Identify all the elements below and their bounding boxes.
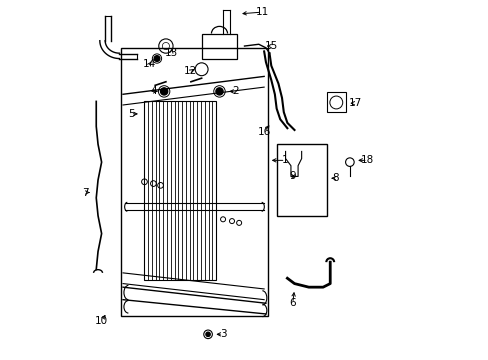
Bar xyxy=(201,33,237,59)
Text: 11: 11 xyxy=(255,7,268,17)
Text: 3: 3 xyxy=(219,329,226,339)
Bar xyxy=(144,102,216,280)
Text: 6: 6 xyxy=(289,298,295,308)
Bar xyxy=(326,93,346,112)
Bar xyxy=(121,48,267,316)
Circle shape xyxy=(154,56,160,62)
Text: 12: 12 xyxy=(184,66,197,76)
Text: 13: 13 xyxy=(164,48,178,58)
Text: 4: 4 xyxy=(150,86,156,96)
Text: 5: 5 xyxy=(128,109,135,119)
Text: 15: 15 xyxy=(264,41,277,51)
Text: 17: 17 xyxy=(348,98,361,108)
Text: 8: 8 xyxy=(332,173,338,183)
Text: 10: 10 xyxy=(95,316,108,326)
Text: 1: 1 xyxy=(282,156,288,165)
Text: 14: 14 xyxy=(143,59,156,69)
Text: 7: 7 xyxy=(82,188,89,198)
Bar xyxy=(276,144,326,216)
Text: 9: 9 xyxy=(289,171,295,181)
Text: 16: 16 xyxy=(257,127,270,137)
Circle shape xyxy=(205,332,210,337)
Circle shape xyxy=(216,88,223,95)
Text: 2: 2 xyxy=(232,86,239,96)
Circle shape xyxy=(160,88,167,95)
Text: 18: 18 xyxy=(360,156,374,165)
